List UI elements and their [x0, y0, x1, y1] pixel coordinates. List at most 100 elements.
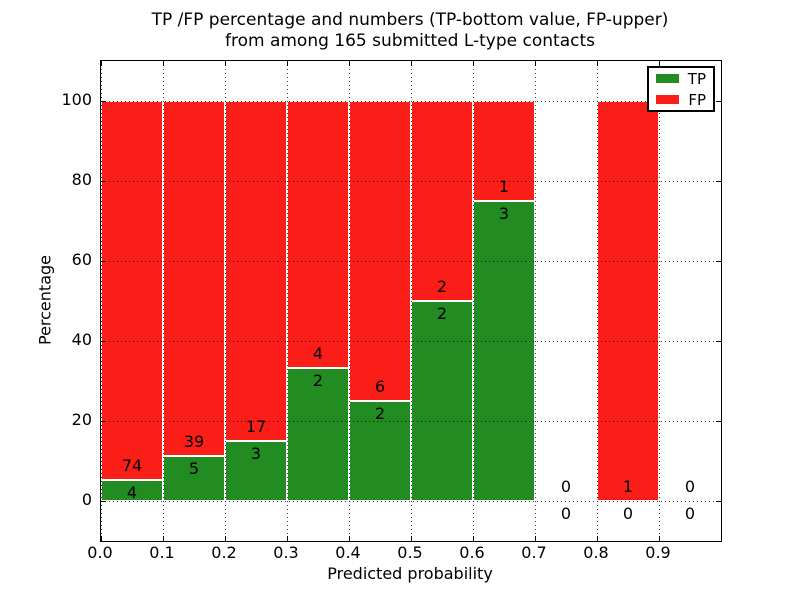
y-tick-mark: [716, 261, 721, 262]
x-tick-mark: [659, 536, 660, 541]
fp-count-label: 1: [498, 177, 510, 196]
fp-bar-segment: [163, 101, 225, 456]
x-tick-label: 0.9: [645, 543, 671, 562]
gridline-vertical: [163, 61, 164, 541]
y-tick-mark: [101, 181, 106, 182]
y-tick-mark: [101, 501, 106, 502]
x-tick-label: 0.5: [397, 543, 423, 562]
x-tick-mark: [535, 61, 536, 66]
tp-bar-segment: [163, 455, 225, 501]
y-tick-mark: [716, 341, 721, 342]
tp-count-label: 3: [498, 204, 510, 223]
fp-bar-segment: [349, 101, 411, 401]
x-tick-mark: [473, 536, 474, 541]
x-tick-mark: [287, 536, 288, 541]
y-tick-mark: [716, 101, 721, 102]
fp-count-label: 17: [245, 417, 267, 436]
gridline-vertical: [287, 61, 288, 541]
legend-label-tp: TP: [687, 69, 706, 88]
y-tick-mark: [716, 181, 721, 182]
x-tick-label: 0.8: [583, 543, 609, 562]
y-tick-mark: [101, 341, 106, 342]
x-tick-mark: [597, 61, 598, 66]
x-tick-label: 0.6: [459, 543, 485, 562]
x-tick-mark: [225, 536, 226, 541]
x-tick-mark: [411, 61, 412, 66]
x-tick-label: 0.1: [149, 543, 175, 562]
gridline-vertical: [101, 61, 102, 541]
fp-count-label: 39: [183, 431, 205, 451]
x-axis-label: Predicted probability: [327, 564, 493, 583]
fp-count-label: 6: [374, 377, 386, 396]
y-tick-label: 0: [81, 490, 92, 509]
y-tick-mark: [101, 101, 106, 102]
x-tick-mark: [597, 536, 598, 541]
legend-row-tp: TP: [656, 71, 706, 87]
gridline-vertical: [349, 61, 350, 541]
tp-count-label: 2: [436, 304, 448, 323]
fp-bar-segment: [287, 101, 349, 368]
x-tick-label: 0.0: [87, 543, 113, 562]
y-tick-label: 80: [71, 170, 92, 189]
fp-count-label: 2: [436, 277, 448, 296]
gridline-vertical: [597, 61, 598, 541]
tp-count-label: 2: [374, 404, 386, 423]
fp-count-label: 1: [622, 477, 634, 496]
chart-title: TP /FP percentage and numbers (TP-bottom…: [100, 10, 720, 52]
fp-bar-segment: [411, 101, 473, 301]
x-tick-mark: [101, 61, 102, 66]
x-tick-label: 0.3: [273, 543, 299, 562]
fp-count-label: 4: [312, 343, 324, 363]
y-tick-label: 60: [71, 250, 92, 269]
tp-count-label: 5: [188, 458, 200, 478]
chart-title-line2: from among 165 submitted L-type contacts: [224, 31, 595, 51]
x-tick-mark: [473, 61, 474, 66]
legend: TP FP: [647, 66, 715, 112]
tp-count-label: 0: [684, 504, 696, 523]
y-tick-mark: [716, 421, 721, 422]
tp-count-label: 0: [560, 504, 572, 523]
x-tick-mark: [163, 536, 164, 541]
fp-bar-segment: [225, 101, 287, 441]
x-tick-label: 0.2: [211, 543, 237, 562]
tp-count-label: 2: [312, 370, 324, 390]
tp-bar-segment: [411, 301, 473, 501]
fp-count-label: 74: [121, 456, 143, 476]
y-tick-label: 40: [71, 330, 92, 349]
tp-count-label: 0: [622, 504, 634, 523]
plot-area: 74 4 39 5 17 3 4 2 6 2 2 2 1 3 0 0 1 0 0 0: [100, 60, 722, 542]
x-tick-label: 0.7: [521, 543, 547, 562]
x-tick-mark: [163, 61, 164, 66]
gridline-vertical: [225, 61, 226, 541]
tp-bar-segment: [287, 367, 349, 501]
x-tick-mark: [287, 61, 288, 66]
tp-bar-segment: [225, 441, 287, 501]
x-tick-mark: [659, 61, 660, 66]
y-tick-mark: [716, 501, 721, 502]
x-tick-label: 0.4: [335, 543, 361, 562]
x-tick-mark: [349, 61, 350, 66]
tp-legend-swatch-icon: [656, 74, 679, 83]
y-tick-mark: [101, 421, 106, 422]
x-tick-mark: [535, 536, 536, 541]
legend-row-fp: FP: [656, 92, 706, 108]
gridline-vertical: [535, 61, 536, 541]
x-tick-mark: [225, 61, 226, 66]
x-tick-mark: [101, 536, 102, 541]
y-tick-mark: [101, 261, 106, 262]
y-tick-label: 100: [61, 90, 92, 109]
gridline-vertical: [659, 61, 660, 541]
fp-bar-segment: [597, 101, 659, 501]
fp-count-label: 0: [684, 477, 696, 496]
tp-count-label: 4: [126, 483, 138, 503]
fp-count-label: 0: [560, 477, 572, 496]
y-tick-label: 20: [71, 410, 92, 429]
chart-title-line1: TP /FP percentage and numbers (TP-bottom…: [151, 10, 669, 30]
fp-bar-segment: [101, 101, 163, 481]
x-tick-mark: [411, 536, 412, 541]
gridline-vertical: [411, 61, 412, 541]
x-tick-mark: [349, 536, 350, 541]
gridline-vertical: [473, 61, 474, 541]
tp-bar-segment: [473, 201, 535, 501]
